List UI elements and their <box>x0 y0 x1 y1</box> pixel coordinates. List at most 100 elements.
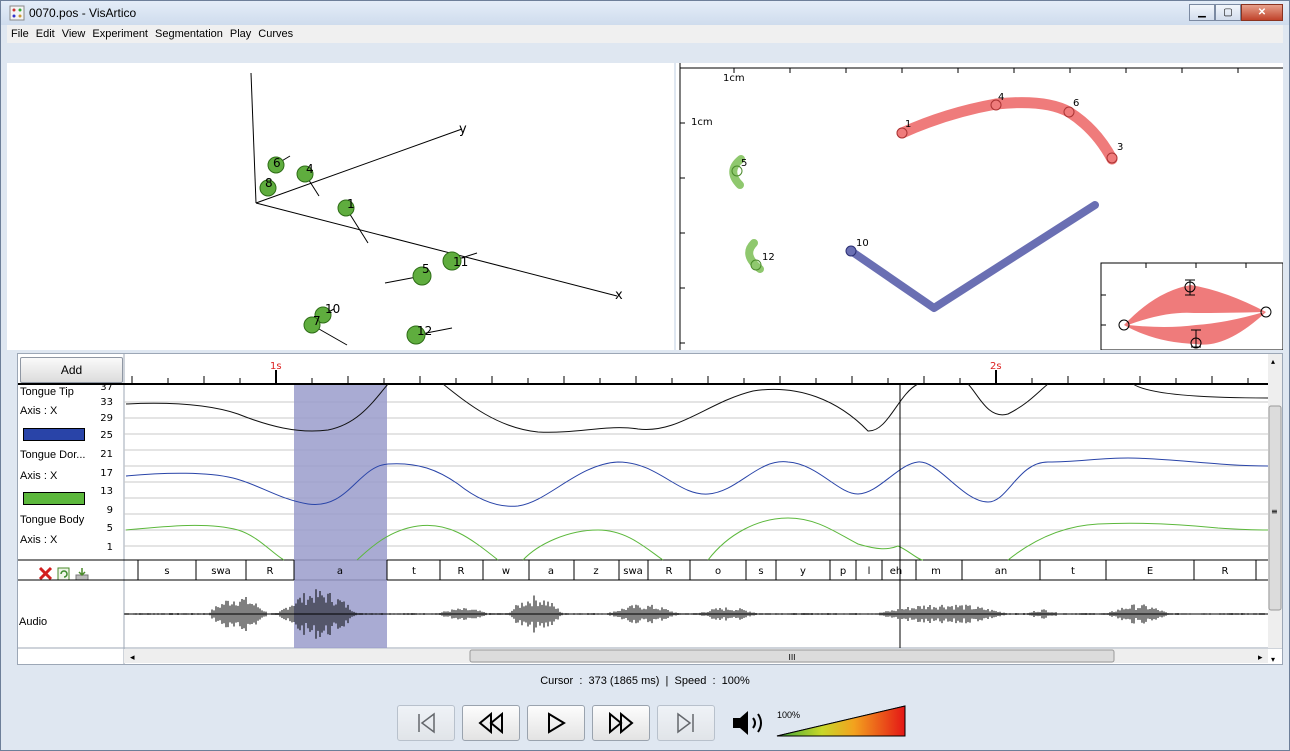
window-controls: ▁ ▢ ✕ <box>1189 4 1283 21</box>
tongue-dorsum-curve <box>125 457 1269 507</box>
maximize-button[interactable]: ▢ <box>1215 4 1241 21</box>
volume-slider[interactable] <box>775 704 907 738</box>
status-divider: | <box>662 675 672 687</box>
segment-label[interactable]: l <box>868 566 871 577</box>
segment-label[interactable]: R <box>1222 566 1229 577</box>
segment-label[interactable]: a <box>337 566 343 577</box>
y-tick: 21 <box>100 449 113 460</box>
play-button[interactable] <box>527 705 585 741</box>
segment-label[interactable]: t <box>412 566 416 577</box>
axis-x-label: x <box>615 288 623 303</box>
scale-y-label: 1cm <box>691 117 713 128</box>
cursor-value: 373 (1865 ms) <box>588 675 660 687</box>
close-button[interactable]: ✕ <box>1241 4 1283 21</box>
y-tick: 9 <box>107 505 113 516</box>
next-segment-button[interactable] <box>657 705 715 741</box>
2d-view-canvas[interactable]: 1cm 1cm 1 4 6 3 10 5 12 <box>676 63 1283 350</box>
left-point-label: 12 <box>762 252 775 263</box>
time-mark-label: 1s <box>270 361 282 372</box>
status-separator: : <box>576 675 586 687</box>
segment-label[interactable]: R <box>458 566 465 577</box>
scroll-down-icon[interactable]: ▾ <box>1271 655 1275 664</box>
segment-label[interactable]: R <box>267 566 274 577</box>
minimize-icon: ▁ <box>1198 7 1206 18</box>
sensor-label: 7 <box>313 314 321 328</box>
horizontal-scroll-thumb[interactable] <box>469 649 1115 663</box>
volume-percent: 100% <box>777 710 801 720</box>
segment-tools <box>38 566 89 581</box>
segment-label[interactable]: t <box>1071 566 1075 577</box>
fast-forward-button[interactable] <box>592 705 650 741</box>
menu-curves[interactable]: Curves <box>258 28 294 40</box>
segment-label[interactable]: swa <box>211 566 231 577</box>
rewind-button[interactable] <box>462 705 520 741</box>
segment-label[interactable]: w <box>502 566 510 577</box>
sensor-label: 1 <box>347 197 355 211</box>
fast-forward-icon <box>609 712 634 734</box>
channel-axis[interactable]: Axis : X <box>20 405 58 417</box>
3d-sensor-view[interactable]: y x <box>7 63 674 350</box>
segment-label[interactable]: a <box>548 566 554 577</box>
channel-axis[interactable]: Axis : X <box>20 534 58 546</box>
volume-icon[interactable] <box>731 709 769 737</box>
segment-label[interactable]: eh <box>890 566 903 577</box>
channel-name: Tongue Tip <box>20 386 74 398</box>
channel-name: Tongue Body <box>20 514 85 526</box>
add-curve-button[interactable]: Add <box>20 357 123 383</box>
segment-label[interactable]: m <box>931 566 941 577</box>
previous-segment-button[interactable] <box>397 705 455 741</box>
menu-bar: File Edit View Experiment Segmentation P… <box>7 25 1283 43</box>
segment-label[interactable]: s <box>758 566 763 577</box>
menu-segmentation[interactable]: Segmentation <box>155 28 223 40</box>
segment-label[interactable]: R <box>666 566 673 577</box>
menu-view[interactable]: View <box>61 28 86 40</box>
scroll-up-icon[interactable]: ▴ <box>1271 357 1275 366</box>
audio-waveform <box>125 589 1265 639</box>
menu-edit[interactable]: Edit <box>35 28 55 40</box>
channel-color-swatch[interactable] <box>23 492 85 505</box>
2d-articulator-view[interactable]: 1cm 1cm 1 4 6 3 10 5 12 <box>676 63 1283 350</box>
curves-panel: Add Tongue Tip Axis : X Tongue Dor... Ax… <box>17 353 1283 665</box>
tongue-point-label: 3 <box>1117 142 1123 153</box>
3d-view-canvas[interactable]: y x <box>7 63 674 350</box>
timeline-canvas[interactable]: 1s 2s 37 33 29 25 21 17 13 9 5 1 <box>18 354 1282 664</box>
y-tick: 17 <box>100 468 113 479</box>
minimize-button[interactable]: ▁ <box>1189 4 1215 21</box>
menu-play[interactable]: Play <box>229 28 252 40</box>
sensor-label: 8 <box>265 176 273 190</box>
jaw-point-label: 10 <box>856 238 869 249</box>
maximize-icon: ▢ <box>1223 7 1233 18</box>
segment-label[interactable]: an <box>995 566 1007 577</box>
y-tick: 37 <box>100 382 113 393</box>
segment-label[interactable]: s <box>164 566 169 577</box>
segment-label[interactable]: E <box>1147 566 1153 577</box>
speed-label: Speed <box>674 675 707 687</box>
speed-value: 100% <box>721 675 750 687</box>
vertical-scroll-grip: ≡ <box>1271 507 1278 516</box>
tongue-point-label: 4 <box>998 92 1004 103</box>
scroll-right-icon[interactable]: ▸ <box>1258 653 1263 663</box>
scale-x-label: 1cm <box>723 73 745 84</box>
tongue-body-curve <box>125 517 1269 561</box>
segment-label[interactable]: o <box>715 566 721 577</box>
left-point-label: 5 <box>741 158 747 169</box>
play-icon <box>548 712 566 734</box>
window-title: 0070.pos - VisArtico <box>29 6 137 20</box>
delete-icon[interactable] <box>38 566 53 581</box>
segment-label[interactable]: swa <box>623 566 643 577</box>
segment-label[interactable]: p <box>840 566 846 577</box>
y-tick: 33 <box>100 397 113 408</box>
vertical-scroll-thumb[interactable] <box>1268 405 1282 611</box>
lips-inset <box>1100 262 1283 350</box>
segment-label[interactable]: y <box>800 566 806 577</box>
title-bar: 0070.pos - VisArtico ▁ ▢ ✕ <box>1 1 1289 25</box>
channel-axis[interactable]: Axis : X <box>20 470 58 482</box>
segment-label[interactable]: z <box>593 566 598 577</box>
y-tick: 25 <box>100 430 113 441</box>
sensor-label: 10 <box>325 302 340 316</box>
menu-file[interactable]: File <box>11 28 29 40</box>
scroll-left-icon[interactable]: ◂ <box>130 653 135 663</box>
menu-experiment[interactable]: Experiment <box>92 28 148 40</box>
channel-color-swatch[interactable] <box>23 428 85 441</box>
channel-name: Tongue Dor... <box>20 449 86 461</box>
